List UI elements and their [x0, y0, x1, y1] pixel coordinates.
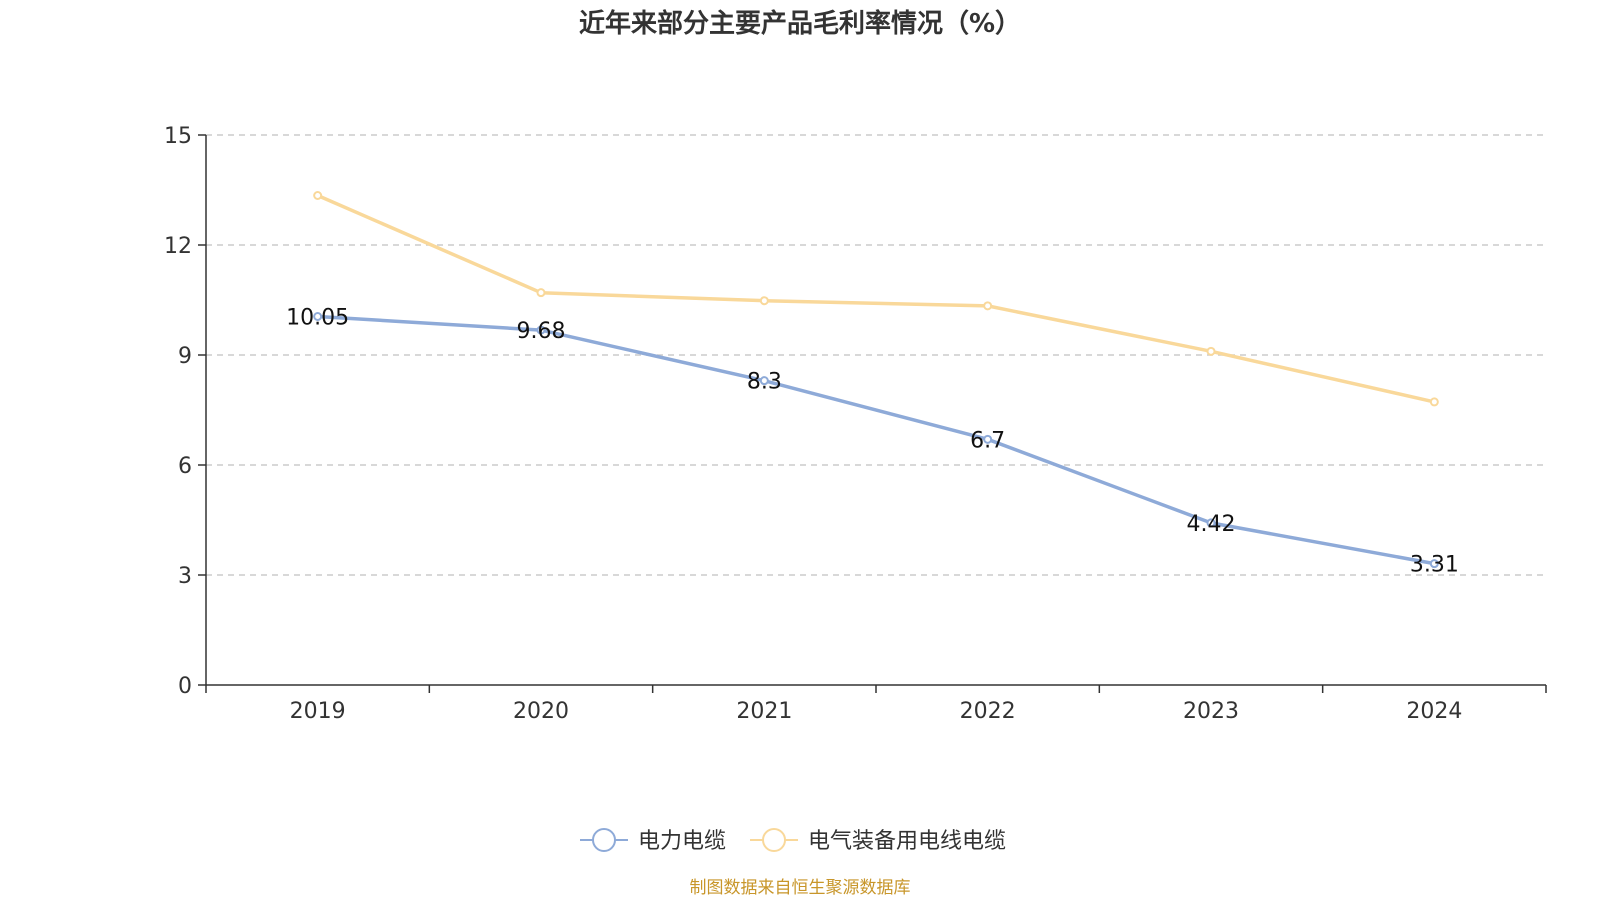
x-tick-label: 2022	[960, 699, 1016, 724]
legend-marker	[592, 828, 616, 852]
data-labels: 10.05 9.68 8.3 6.7 4.42 3.31	[286, 306, 1459, 578]
data-label: 8.3	[747, 370, 782, 395]
series-point	[536, 325, 546, 335]
x-tick-label: 2024	[1406, 699, 1462, 724]
series-point	[983, 434, 993, 444]
axes: 0 3 6 9 12 15 2019 2020 2021 2022 2023 2024	[164, 124, 1547, 724]
data-label: 3.31	[1410, 553, 1459, 578]
legend-label: 电气装备用电线电缆	[808, 829, 1006, 854]
series-point	[1206, 518, 1216, 528]
chart-title: 近年来部分主要产品毛利率情况（%）	[579, 8, 1021, 39]
legend[interactable]: 电力电缆 电气装备用电线电缆	[580, 828, 1006, 854]
data-label: 4.42	[1187, 512, 1236, 537]
series-point	[1429, 397, 1439, 407]
series-point	[536, 288, 546, 298]
grid-lines	[206, 134, 1546, 576]
source-note: 制图数据来自恒生聚源数据库	[690, 878, 911, 898]
series-point	[759, 376, 769, 386]
y-tick-label: 3	[178, 564, 192, 589]
series-point	[1429, 559, 1439, 569]
legend-item[interactable]: 电气装备用电线电缆	[750, 828, 1006, 854]
y-tick-label: 15	[164, 124, 192, 149]
x-tick-label: 2023	[1183, 699, 1239, 724]
data-label: 9.68	[517, 319, 566, 344]
legend-marker	[762, 828, 787, 852]
series-line	[315, 193, 1437, 404]
legend-label: 电力电缆	[638, 829, 726, 854]
x-tick-label: 2021	[736, 699, 792, 724]
y-tick-label: 9	[178, 344, 192, 369]
x-tick-label: 2019	[290, 699, 346, 724]
series-point	[983, 301, 993, 311]
x-tick-label: 2020	[513, 699, 569, 724]
data-label: 10.05	[286, 306, 349, 331]
series-line	[315, 314, 1437, 566]
y-tick-label: 6	[178, 454, 192, 479]
series-point	[313, 312, 323, 321]
legend-item[interactable]: 电力电缆	[580, 828, 726, 854]
series-point	[1206, 346, 1216, 356]
series-lines	[313, 191, 1439, 569]
series-point	[313, 191, 323, 200]
y-tick-label: 0	[178, 674, 192, 699]
series-point	[759, 296, 769, 306]
data-label: 6.7	[970, 428, 1005, 453]
y-tick-label: 12	[164, 234, 192, 259]
